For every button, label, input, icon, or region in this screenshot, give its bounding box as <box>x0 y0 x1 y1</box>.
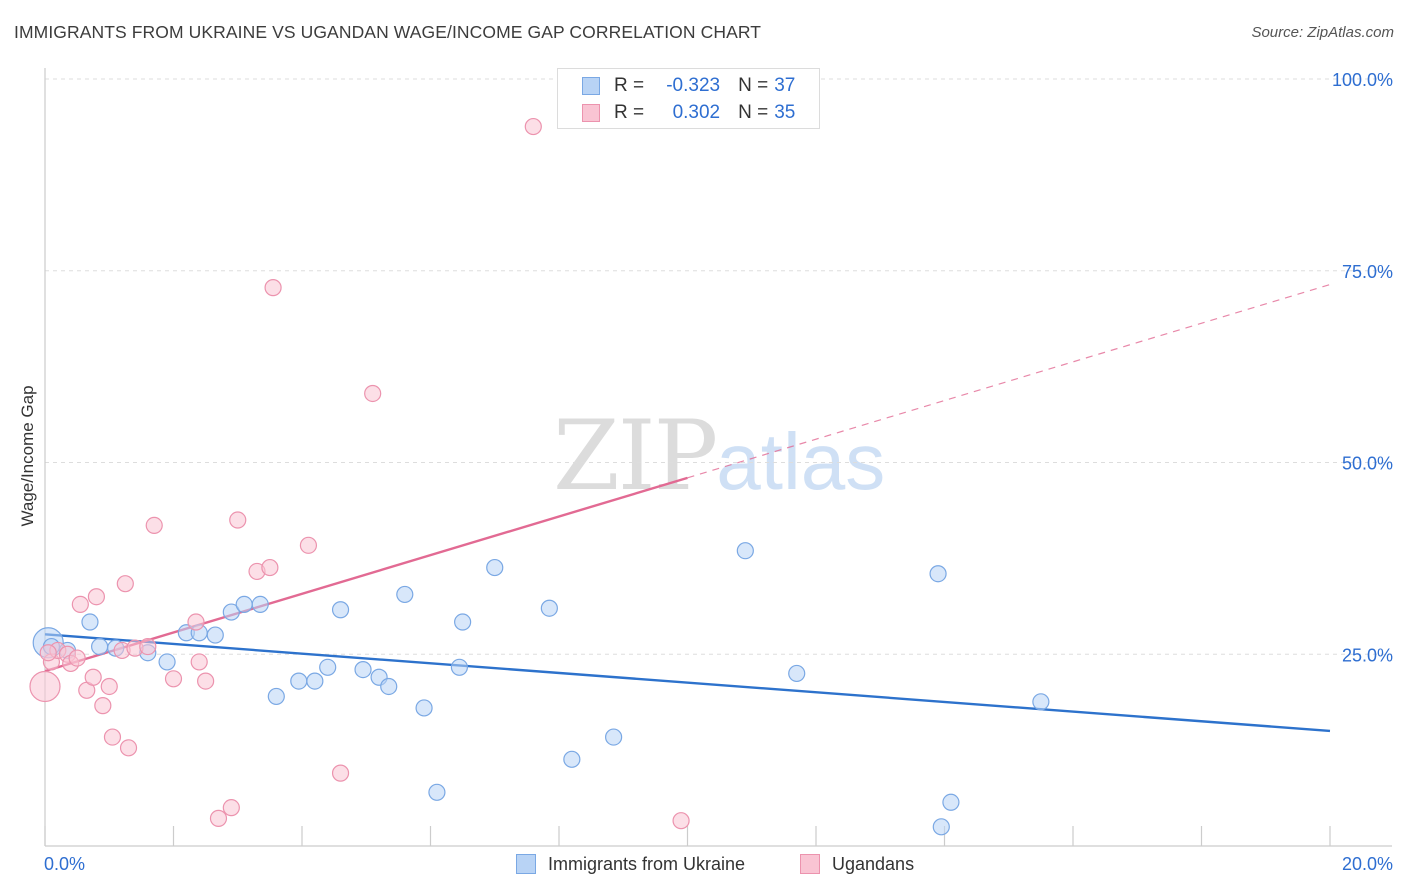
ugandan-point <box>261 558 279 577</box>
ugandan-point <box>187 613 205 631</box>
bottom-legend-swatch-ukraine <box>516 854 536 874</box>
y-axis-label: Wage/Income Gap <box>18 385 37 527</box>
ugandan-point <box>103 728 122 746</box>
legend-r-value: -0.323 <box>666 75 721 96</box>
ukraine-point <box>91 637 109 656</box>
ugandan-point <box>87 588 106 606</box>
ugandan-point <box>264 279 282 297</box>
ugandan-point <box>84 668 102 686</box>
axis-layer <box>44 68 1392 847</box>
ugandan-point <box>71 595 89 613</box>
grid-layer <box>45 78 1392 655</box>
ugandan-point <box>229 511 247 529</box>
ugandan-point <box>145 516 163 534</box>
ukraine-point <box>331 601 350 619</box>
ugandan-point <box>209 809 228 827</box>
ukraine-point <box>450 658 469 676</box>
ugandan-point <box>524 117 542 136</box>
ukraine-point <box>736 542 754 560</box>
legend-n-label: N = <box>738 75 769 96</box>
ugandan-point <box>164 670 183 688</box>
ukraine-point <box>1032 693 1050 711</box>
ukraine-point <box>929 565 947 583</box>
x-tick-label-min: 0.0% <box>44 854 85 874</box>
ukraine-point <box>428 783 446 801</box>
ukraine-point <box>319 658 337 676</box>
bottom-legend-label-ugandans: Ugandans <box>832 853 915 874</box>
legend-n-label: N = <box>738 102 769 123</box>
chart-title: IMMIGRANTS FROM UKRAINE VS UGANDAN WAGE/… <box>14 22 762 42</box>
ukraine-point <box>454 613 472 631</box>
ugandan-point <box>94 697 112 715</box>
watermark-atlas: atlas <box>716 417 886 506</box>
legend-n-value: 35 <box>774 102 796 123</box>
y-tick-label: 75.0% <box>1342 262 1393 282</box>
ugandan-point <box>222 799 240 817</box>
bottom-legend-swatch-ugandans <box>800 854 820 874</box>
ukraine-point <box>415 699 433 717</box>
legend-row-ukraine: R = -0.323 N = 37 <box>582 74 795 98</box>
legend-r-label: R = <box>614 102 645 123</box>
trend-layer <box>44 283 1331 733</box>
y-tick-label: 25.0% <box>1342 645 1393 665</box>
ukraine-point <box>380 677 398 696</box>
legend-row-ugandans: R = 0.302 N = 35 <box>582 101 795 125</box>
ukraine-point <box>354 660 372 679</box>
ugandan-point <box>672 812 690 830</box>
ukraine-point <box>222 603 240 621</box>
tick-label-layer: 25.0% 50.0% 75.0% 100.0% 0.0% 20.0% <box>44 70 1393 874</box>
legend-swatch-ukraine <box>582 77 600 95</box>
ukraine-point <box>306 672 324 690</box>
trend-line-solid-ugandans <box>44 476 688 673</box>
ugandan-point <box>29 670 61 703</box>
ugandan-point <box>100 677 118 696</box>
trend-line-dashed-ugandans <box>687 283 1331 479</box>
ukraine-point <box>206 626 224 644</box>
legend-r-value: 0.302 <box>672 102 721 123</box>
correlation-legend: R = -0.323 N = 37 R = 0.302 N = 35 <box>557 68 820 129</box>
ugandan-point <box>119 739 138 757</box>
bottom-legend-ugandans[interactable]: Ugandans <box>800 852 914 876</box>
ukraine-point <box>540 599 558 617</box>
ukraine-point <box>158 653 176 671</box>
ugandan-point <box>299 536 318 554</box>
points-layer <box>29 117 1050 836</box>
ukraine-point <box>251 595 269 613</box>
bottom-legend-ukraine[interactable]: Immigrants from Ukraine <box>516 852 745 876</box>
ukraine-point <box>396 585 414 604</box>
ugandan-point <box>39 644 57 662</box>
legend-swatch-ugandans <box>582 104 600 122</box>
ugandan-point <box>116 575 134 593</box>
ukraine-point <box>235 595 253 613</box>
ukraine-point <box>486 558 504 577</box>
ugandan-point <box>190 653 208 671</box>
legend-n-value: 37 <box>774 75 796 96</box>
ukraine-point <box>267 687 285 706</box>
ukraine-point <box>788 664 806 683</box>
trend-line-solid-ukraine <box>44 633 1331 733</box>
ugandan-point <box>197 672 215 690</box>
ukraine-point <box>942 793 960 811</box>
x-tick-label-max: 20.0% <box>1342 854 1393 874</box>
ukraine-point <box>605 728 623 746</box>
ukraine-point <box>932 818 950 836</box>
ugandan-point <box>364 384 382 403</box>
ukraine-point <box>290 672 308 690</box>
ugandan-point <box>68 649 86 667</box>
ukraine-point <box>81 613 99 631</box>
ukraine-point <box>563 750 581 768</box>
source-credit: Source: ZipAtlas.com <box>1251 24 1394 41</box>
y-tick-label: 50.0% <box>1342 454 1393 474</box>
bottom-legend-label-ukraine: Immigrants from Ukraine <box>548 853 746 874</box>
ugandan-point <box>331 764 350 782</box>
y-tick-label: 100.0% <box>1332 70 1393 90</box>
legend-r-label: R = <box>614 75 645 96</box>
ugandan-point <box>139 637 157 656</box>
